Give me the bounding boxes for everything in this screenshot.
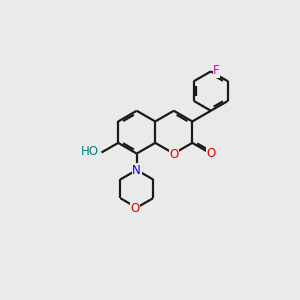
Text: O: O <box>169 148 178 161</box>
Text: F: F <box>213 64 220 77</box>
Text: HO: HO <box>80 145 98 158</box>
Text: O: O <box>207 146 216 160</box>
Text: N: N <box>132 164 141 176</box>
Text: O: O <box>130 202 140 215</box>
